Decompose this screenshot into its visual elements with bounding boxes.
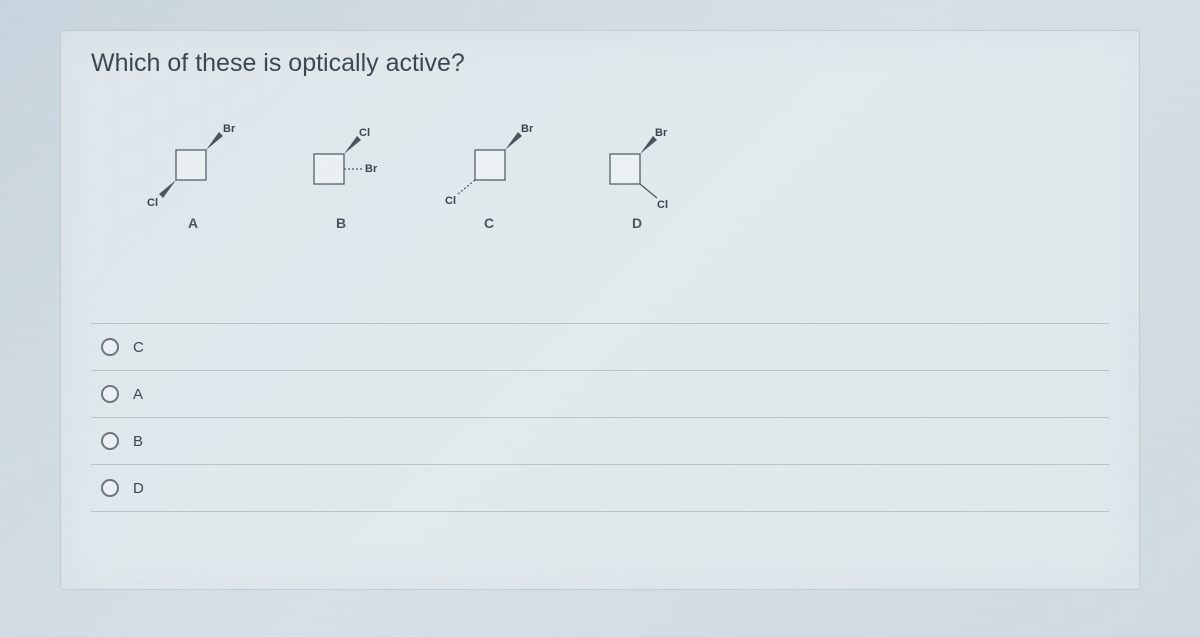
molecules-container: Br Cl A Cl Br B Br Cl: [143, 114, 1109, 231]
molecule-a: Br Cl A: [143, 114, 243, 231]
radio-c[interactable]: [101, 338, 119, 356]
atom-br: Br: [655, 127, 668, 139]
molecule-b-diagram: Cl Br: [291, 114, 391, 209]
answer-label-c: C: [133, 339, 144, 356]
molecule-c-label: C: [484, 215, 494, 231]
answer-label-b: B: [133, 433, 143, 450]
molecule-c-diagram: Br Cl: [439, 114, 539, 209]
question-panel: Which of these is optically active? Br C…: [60, 30, 1140, 590]
answer-row-c[interactable]: C: [91, 324, 1109, 371]
answer-row-d[interactable]: D: [91, 465, 1109, 512]
molecule-c: Br Cl C: [439, 114, 539, 231]
molecule-d-label: D: [632, 215, 642, 231]
molecule-d-diagram: Br Cl: [587, 114, 687, 209]
answer-options: C A B D: [91, 323, 1109, 512]
answer-row-a[interactable]: A: [91, 371, 1109, 418]
radio-b[interactable]: [101, 432, 119, 450]
answer-row-b[interactable]: B: [91, 418, 1109, 465]
atom-br: Br: [365, 163, 378, 175]
atom-cl: Cl: [445, 195, 456, 207]
atom-cl: Cl: [147, 197, 158, 209]
molecule-d: Br Cl D: [587, 114, 687, 231]
atom-cl: Cl: [359, 127, 370, 139]
radio-a[interactable]: [101, 385, 119, 403]
molecule-b: Cl Br B: [291, 114, 391, 231]
radio-d[interactable]: [101, 479, 119, 497]
molecule-a-diagram: Br Cl: [143, 114, 243, 209]
answer-label-d: D: [133, 480, 144, 497]
atom-br: Br: [223, 123, 236, 135]
answer-label-a: A: [133, 386, 143, 403]
question-title: Which of these is optically active?: [91, 49, 1109, 78]
atom-br: Br: [521, 123, 534, 135]
molecule-a-label: A: [188, 215, 198, 231]
atom-cl: Cl: [657, 199, 668, 209]
molecule-b-label: B: [336, 215, 346, 231]
